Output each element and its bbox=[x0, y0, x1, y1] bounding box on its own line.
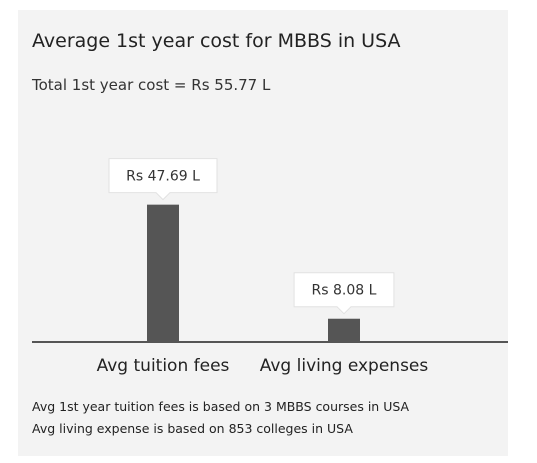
category-label-1: Avg tuition fees bbox=[97, 356, 230, 376]
data-label-callout-2: Rs 8.08 L bbox=[293, 272, 395, 315]
chart-card: Average 1st year cost for MBBS in USA To… bbox=[18, 10, 508, 456]
bar-2 bbox=[328, 318, 360, 342]
footnote-living: Avg living expense is based on 853 colle… bbox=[32, 421, 353, 436]
data-label-callout-1: Rs 47.69 L bbox=[108, 158, 218, 201]
data-label-2: Rs 8.08 L bbox=[312, 283, 377, 299]
data-label-1: Rs 47.69 L bbox=[126, 169, 200, 185]
category-label-2: Avg living expenses bbox=[260, 356, 429, 376]
data-label-box-2 bbox=[293, 272, 395, 315]
footnote-tuition: Avg 1st year tuition fees is based on 3 … bbox=[32, 399, 410, 414]
bar-chart: Rs 47.69 L Avg tuition fees Rs 8.08 L Avg l… bbox=[32, 158, 508, 376]
bar-1 bbox=[147, 204, 179, 342]
chart-title: Average 1st year cost for MBBS in USA bbox=[32, 30, 401, 52]
chart-subtitle: Total 1st year cost = Rs 55.77 L bbox=[32, 76, 271, 94]
data-label-box-1 bbox=[108, 158, 218, 201]
